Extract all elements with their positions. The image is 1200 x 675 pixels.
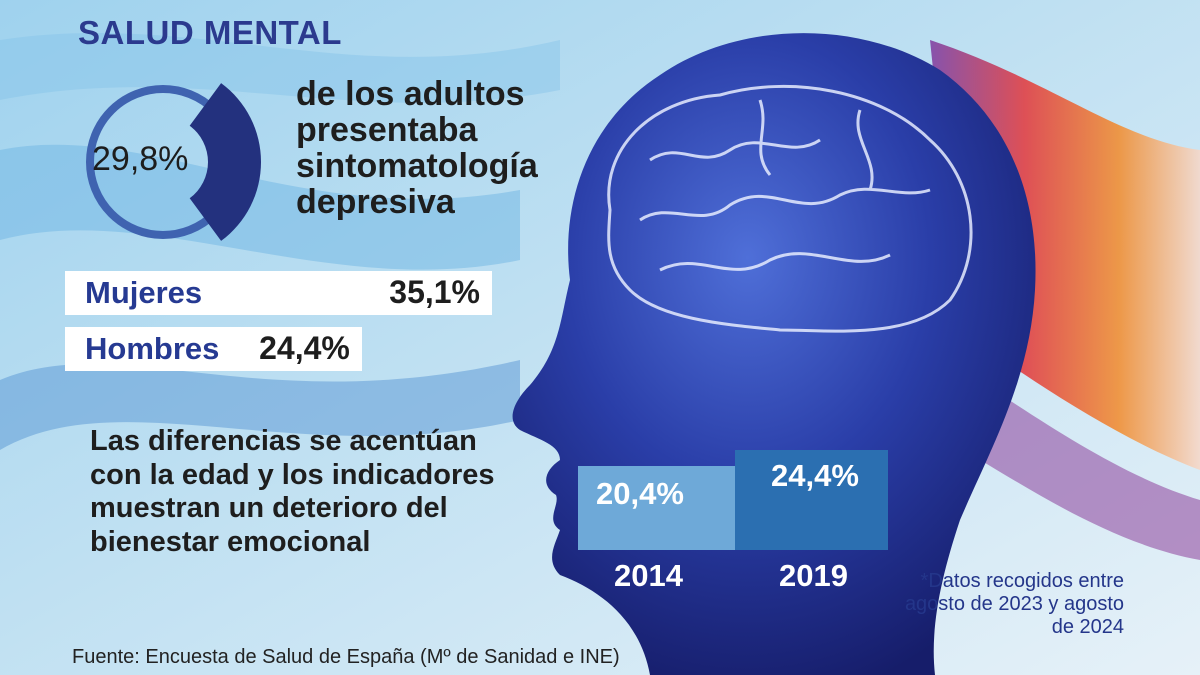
donut-value-label: 29,8% (92, 140, 189, 178)
donut-sector (189, 83, 261, 241)
year-bar-2014: 20,4% (578, 466, 735, 550)
gender-bar-label: Hombres (85, 331, 220, 366)
note-text: Las diferencias se acentúan con la edad … (90, 425, 495, 558)
source-text: Fuente: Encuesta de Salud de España (Mº … (72, 646, 620, 668)
donut-chart (86, 83, 261, 241)
page-title: SALUD MENTAL (78, 14, 342, 51)
year-bar-value: 20,4% (596, 476, 684, 511)
donut-description: de los adultos presentaba sintomatología… (296, 75, 538, 221)
gender-bar-hombres: Hombres 24,4% (65, 327, 362, 371)
year-label-2014: 2014 (614, 558, 683, 593)
footnote: *Datos recogidos entre agosto de 2023 y … (904, 570, 1124, 638)
gender-bar-value: 24,4% (259, 330, 350, 366)
year-bar-2019: 24,4% (735, 450, 888, 550)
year-bar-value: 24,4% (771, 458, 859, 493)
gender-bar-value: 35,1% (389, 274, 480, 310)
year-label-2019: 2019 (779, 558, 848, 593)
gender-bar-label: Mujeres (85, 275, 203, 310)
brain-outline (607, 85, 973, 333)
gender-bar-mujeres: Mujeres 35,1% (65, 271, 492, 315)
